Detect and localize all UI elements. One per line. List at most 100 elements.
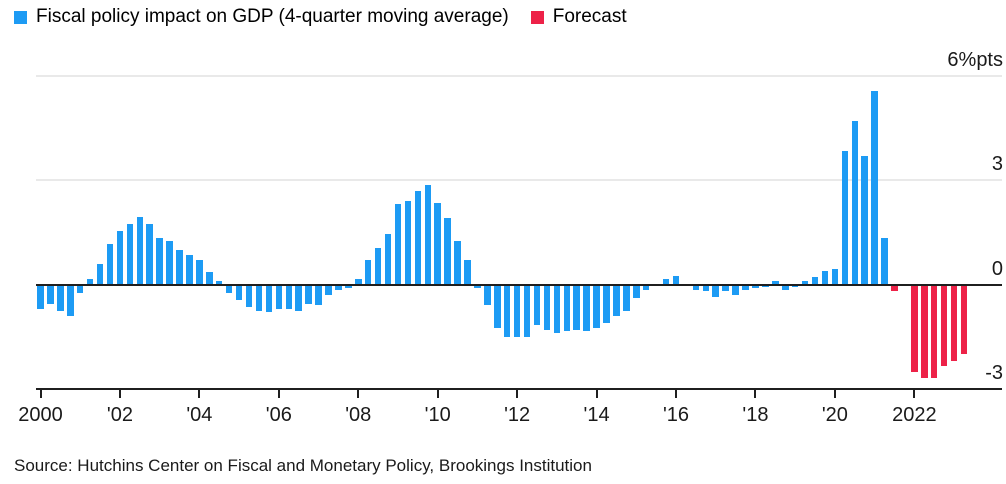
bar-2001Q4 [106,244,114,285]
bar-2019Q2 [801,281,809,285]
bar-2014Q2 [603,284,610,323]
x-tick-2020 [833,389,836,398]
bar-2021Q2 [881,237,888,285]
bar-2012Q1 [513,284,521,337]
bar-2017Q2 [722,284,729,292]
bar-2010Q2 [444,218,451,285]
x-tick-2006 [277,389,280,398]
bar-2020Q4 [861,155,868,285]
bar-2004Q3 [215,281,223,285]
bar-2007Q4 [345,284,352,288]
bar-2018Q1 [752,284,759,288]
bar-2015Q1 [633,284,640,299]
x-axis-label-2018: '18 [742,403,769,426]
forecast-bar-2021Q3 [891,284,898,292]
bar-2012Q2 [523,284,531,337]
bar-2013Q3 [573,284,580,330]
x-tick-2004 [198,389,201,398]
bar-2000Q2 [47,284,54,304]
bar-2002Q2 [126,223,134,285]
bar-2008Q4 [384,234,392,285]
bar-2002Q1 [116,230,124,285]
bar-2007Q1 [315,284,322,306]
x-axis-label-2020: '20 [821,403,848,426]
bar-2000Q3 [57,284,64,311]
source-attribution: Source: Hutchins Center on Fiscal and Mo… [14,456,592,475]
x-tick-2010 [436,389,439,398]
bar-2013Q4 [583,284,590,332]
x-axis-line [36,387,1002,390]
bar-2020Q1 [831,268,839,285]
bar-2000Q1 [37,284,44,309]
bar-2020Q3 [851,120,858,285]
bar-2019Q3 [811,277,819,285]
x-axis-label-2000: 2000 [18,403,63,426]
x-tick-2008 [357,389,360,398]
bar-2017Q4 [742,284,749,291]
forecast-bar-2022Q1 [911,284,918,372]
bar-2018Q2 [762,284,769,287]
bar-2005Q2 [245,284,253,308]
x-axis-label-2016: '16 [662,403,690,426]
forecast-series-label: Forecast [552,6,627,27]
bar-2017Q1 [712,284,719,297]
bar-2004Q2 [206,272,213,285]
bar-2007Q3 [335,284,342,290]
bar-2011Q1 [474,284,481,288]
x-tick-2000 [39,389,42,398]
bar-2010Q4 [464,260,471,285]
x-axis-label-2004: '04 [186,403,213,426]
bar-2016Q4 [702,284,710,292]
bar-2002Q4 [146,223,153,285]
bar-2016Q1 [672,275,680,285]
zero-line [36,283,1002,286]
forecast-bar-2022Q4 [940,284,948,367]
bar-2013Q1 [553,284,561,334]
bar-2014Q3 [613,284,620,316]
actual-series-label: Fiscal policy impact on GDP (4-quarter m… [36,6,509,27]
x-tick-2002 [118,389,121,398]
bar-2012Q3 [533,284,541,325]
bar-2016Q3 [692,284,700,290]
x-tick-2016 [675,389,678,398]
bar-2010Q3 [454,241,461,285]
y-axis-label-6: 6%pts [947,48,1003,71]
bar-2001Q1 [76,284,84,294]
x-axis-label-2022: 2022 [892,403,937,426]
bar-2003Q1 [156,237,163,285]
x-axis-label-2012: '12 [504,403,531,426]
bar-2003Q3 [176,249,183,285]
bar-2019Q4 [821,270,829,285]
bar-2009Q1 [394,204,402,285]
bar-2011Q2 [484,284,491,306]
bar-2018Q4 [782,284,789,291]
bar-2009Q3 [414,190,422,285]
forecast-bar-2022Q2 [921,284,928,379]
y-axis-label--3: -3 [985,361,1003,384]
bar-2011Q3 [494,284,501,328]
bar-2017Q3 [732,284,739,295]
gridline-3 [36,179,1002,182]
bar-2004Q4 [225,284,233,294]
bar-2006Q1 [275,284,283,309]
bar-2018Q3 [772,280,779,285]
bar-2020Q2 [841,150,849,285]
bar-2007Q2 [325,284,332,295]
forecast-bar-2023Q1 [950,284,958,362]
bar-2021Q1 [871,91,878,285]
bar-2014Q1 [593,284,600,328]
bar-2006Q4 [305,284,312,304]
bar-2012Q4 [543,284,551,330]
chart-legend: Fiscal policy impact on GDP (4-quarter m… [14,6,649,28]
bar-2015Q4 [662,279,670,285]
bar-2009Q2 [404,200,412,285]
bar-2013Q2 [563,284,571,332]
x-axis-label-2002: '02 [106,403,133,426]
bar-2008Q3 [374,247,382,285]
forecast-bar-2023Q2 [960,284,968,355]
actual-series-swatch-icon [14,10,27,24]
bar-2001Q2 [86,279,94,285]
bar-2009Q4 [424,185,432,285]
